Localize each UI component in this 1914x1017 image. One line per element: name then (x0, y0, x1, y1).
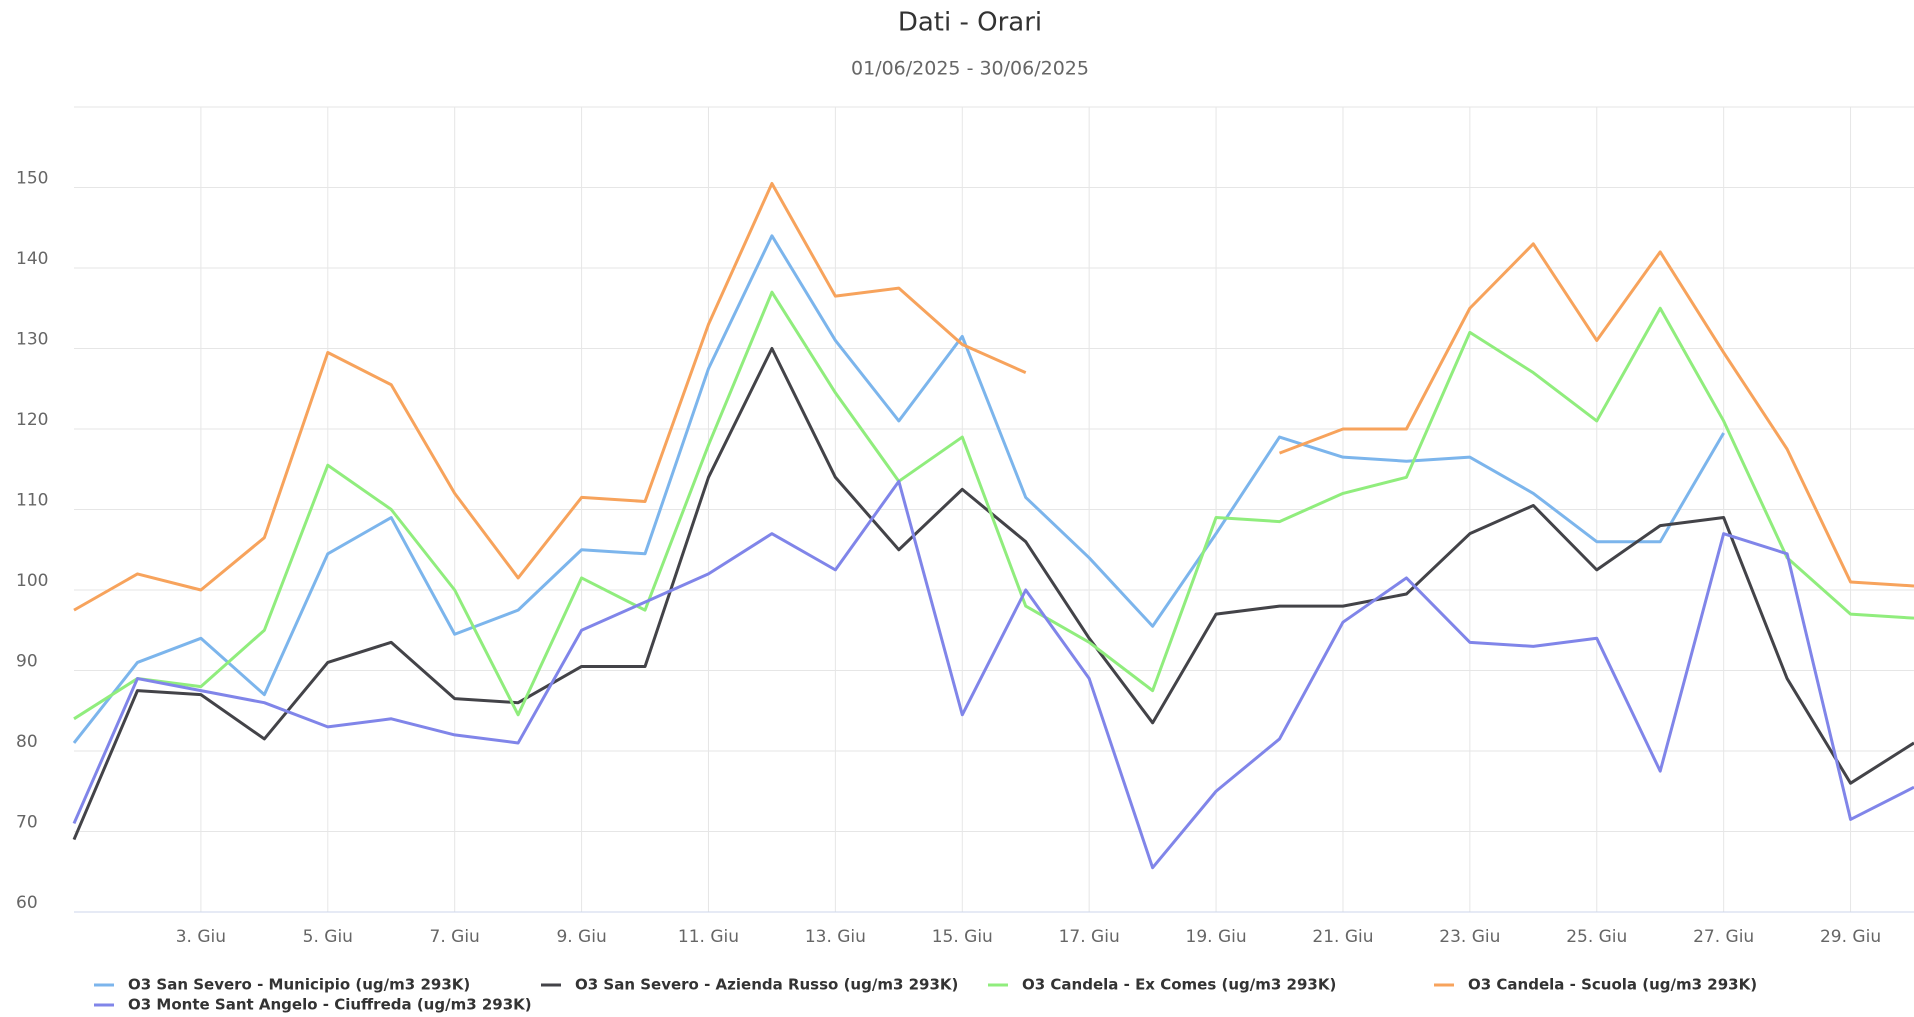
legend-label: O3 Monte Sant Angelo - Ciuffreda (ug/m3 … (128, 996, 532, 1014)
y-tick-label: 60 (16, 893, 38, 913)
series-line (73, 290, 1914, 721)
x-tick-label: 29. Giu (1820, 927, 1881, 947)
x-tick-label: 21. Giu (1312, 927, 1373, 947)
y-tick-label: 110 (16, 491, 48, 511)
legend-label: O3 Candela - Ex Comes (ug/m3 293K) (1022, 976, 1336, 994)
legend-label: O3 San Severo - Azienda Russo (ug/m3 293… (575, 976, 958, 994)
y-tick-label: 140 (16, 249, 48, 269)
legend-label: O3 San Severo - Municipio (ug/m3 293K) (128, 976, 470, 994)
legend-label: O3 Candela - Scuola (ug/m3 293K) (1468, 976, 1757, 994)
chart-title: Dati - Orari (898, 8, 1042, 38)
x-tick-label: 9. Giu (556, 927, 606, 947)
chart-subtitle: 01/06/2025 - 30/06/2025 (851, 58, 1089, 80)
x-tick-label: 13. Giu (805, 927, 866, 947)
y-tick-label: 90 (16, 652, 38, 672)
y-tick-label: 130 (16, 330, 48, 350)
x-tick-label: 27. Giu (1693, 927, 1754, 947)
series-line (72, 347, 1914, 841)
y-tick-label: 100 (16, 571, 48, 591)
y-tick-label: 70 (16, 813, 38, 833)
series-line (73, 181, 1914, 612)
x-tick-label: 3. Giu (176, 927, 226, 947)
series-line (72, 479, 1914, 870)
x-tick-label: 15. Giu (932, 927, 993, 947)
series-line (72, 234, 1725, 744)
x-tick-label: 25. Giu (1566, 927, 1627, 947)
y-tick-label: 120 (16, 410, 48, 430)
x-tick-label: 17. Giu (1059, 927, 1120, 947)
x-tick-label: 5. Giu (303, 927, 353, 947)
x-tick-label: 7. Giu (430, 927, 480, 947)
x-tick-label: 19. Giu (1186, 927, 1247, 947)
y-tick-label: 150 (16, 169, 48, 189)
y-tick-label: 80 (16, 732, 38, 752)
x-tick-label: 11. Giu (678, 927, 739, 947)
x-tick-label: 23. Giu (1439, 927, 1500, 947)
